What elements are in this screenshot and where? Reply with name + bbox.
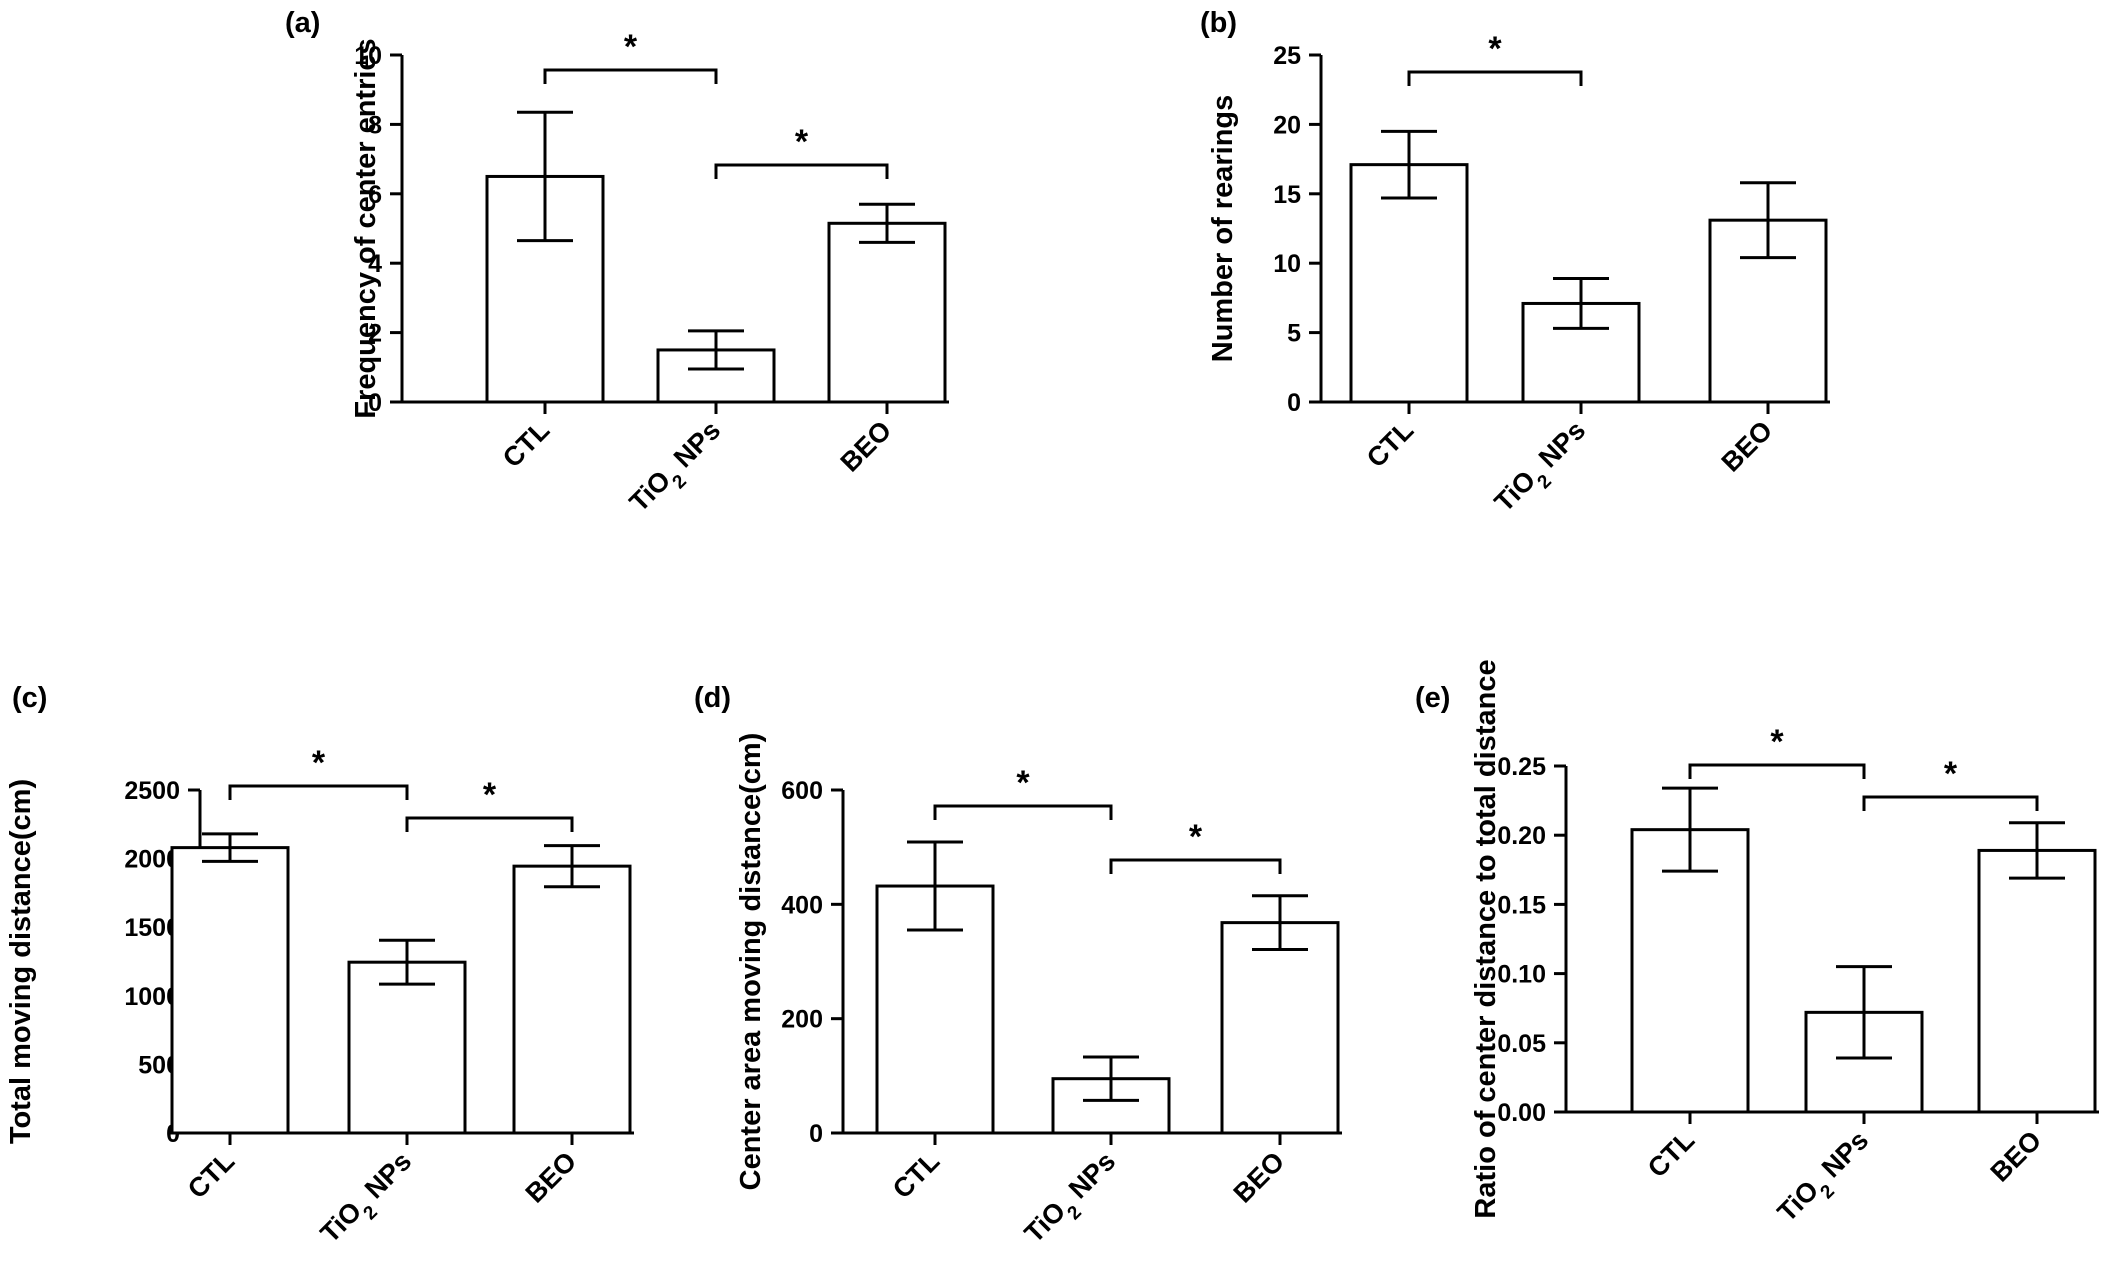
bar-c-beo [512,864,632,1135]
significance-bracket-b [1407,70,1583,86]
y-tick-label-b: 15 [1273,181,1301,209]
significance-star-e: * [1944,755,1958,793]
chart-panel-b: (b) 0 5 10 15 20 25 Number of rearings CTL TiO2 N… [1200,7,1830,524]
panel-label-d: (d) [694,682,731,714]
significance-star-c: * [312,744,326,782]
panel-label-a: (a) [285,7,320,39]
x-tick-label-d-beo: BEO [1228,1146,1291,1209]
significance-bracket-a [543,68,718,84]
chart-panel-c: (c)05001000150020002500Total moving dist… [5,682,634,1255]
y-axis-label-d: Center area moving distance(cm) [735,733,767,1191]
x-tick-label-c-tio2-nps: TiO2 NPs [315,1146,424,1255]
bar-e-beo [1977,848,2097,1114]
significance-star-b: * [1488,30,1502,68]
y-tick-label-e: 0.10 [1497,961,1546,989]
significance-bracket-d [1109,858,1282,874]
x-tick-label-b-tio2-nps: TiO2 NPs [1489,415,1598,524]
significance-bracket-e [1688,763,1866,779]
significance-bracket-d [933,804,1113,820]
significance-bracket-c [405,816,574,832]
x-tick-label-d-tio2-nps: TiO2 NPs [1019,1146,1128,1255]
x-tick-label-c-ctl: CTL [182,1146,240,1204]
x-tick-label-e-tio2-nps: TiO2 NPs [1772,1125,1881,1234]
significance-star-a: * [624,28,638,66]
y-tick-label-a: 8 [368,111,382,139]
x-tick-label-d-ctl: CTL [887,1146,945,1204]
significance-star-a: * [795,123,809,161]
bar-d-beo [1220,921,1340,1135]
bar-b-ctl [1349,163,1469,404]
x-tick-label-a-tio2-nps: TiO2 NPs [624,415,733,524]
y-tick-label-d: 200 [781,1006,823,1034]
x-tick-label-a-beo: BEO [835,415,898,478]
bar-c-tio2-nps [347,960,467,1135]
panel-label-c: (c) [12,682,47,714]
chart-panel-d: (d) 0 200 400 600 Center area moving distance… [694,682,1342,1255]
significance-star-c: * [483,776,497,814]
y-axis-label-a: Frequency of center entries [350,38,382,418]
y-tick-label-b: 5 [1287,320,1301,348]
y-tick-label-d: 400 [781,891,823,919]
significance-bracket-a [714,163,889,179]
significance-bracket-c [228,784,409,800]
significance-star-e: * [1770,723,1784,761]
y-tick-label-e: 0.15 [1497,891,1546,919]
bar-a-beo [827,221,947,404]
significance-star-d: * [1016,764,1030,802]
x-tick-label-a-ctl: CTL [497,415,555,473]
y-tick-label-e: 0.05 [1497,1030,1546,1058]
y-tick-label-b: 10 [1273,250,1301,278]
x-tick-label-c-beo: BEO [520,1146,583,1209]
x-tick-label-b-ctl: CTL [1361,415,1419,473]
y-tick-label-a: 0 [368,389,382,417]
x-tick-label-e-ctl: CTL [1642,1125,1700,1183]
y-tick-label-d: 0 [809,1120,823,1148]
y-axis-label-e: Ratio of center distance to total distan… [1470,659,1502,1218]
y-axis-label-b: Number of rearings [1207,95,1239,363]
y-tick-label-e: 0.00 [1497,1099,1546,1127]
y-tick-label-d: 600 [781,777,823,805]
panel-label-e: (e) [1415,682,1450,714]
panel-label-b: (b) [1200,7,1237,39]
y-tick-label-e: 0.20 [1497,822,1546,850]
y-tick-label-b: 25 [1273,42,1301,70]
y-tick-label-c: 2500 [124,777,180,805]
y-tick-label-a: 4 [368,250,382,278]
y-tick-label-a: 6 [368,181,382,209]
x-tick-label-e-beo: BEO [1985,1125,2048,1188]
bar-c-ctl [170,846,290,1135]
significance-star-d: * [1189,818,1203,856]
significance-bracket-e [1862,795,2039,811]
y-tick-label-a: 10 [354,42,382,70]
y-tick-label-e: 0.25 [1497,753,1546,781]
x-tick-label-b-beo: BEO [1716,415,1779,478]
y-axis-label-c: Total moving distance(cm) [5,779,37,1144]
y-tick-label-b: 20 [1273,111,1301,139]
y-tick-label-b: 0 [1287,389,1301,417]
y-tick-label-a: 2 [368,320,382,348]
